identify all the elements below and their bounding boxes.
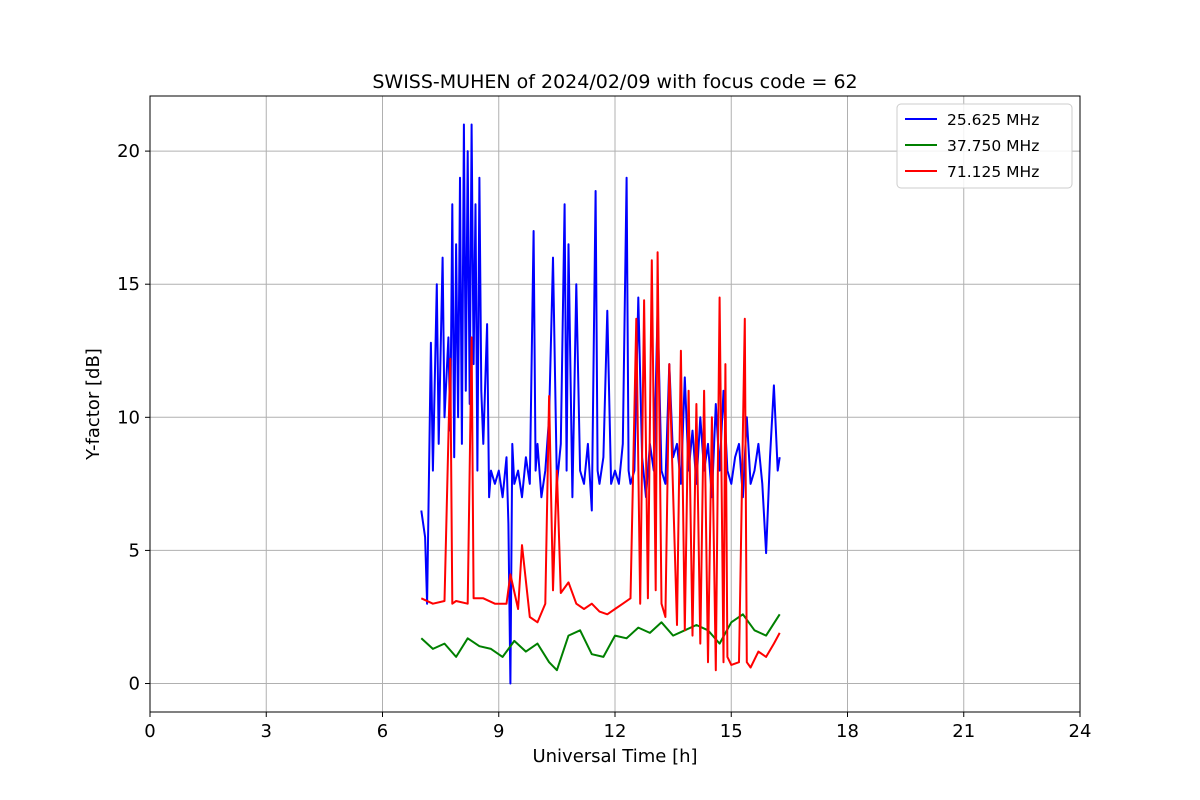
legend-entry: 25.625 MHz: [947, 111, 1039, 129]
series-line-1: [420, 123, 781, 685]
legend-entry: 71.125 MHz: [947, 163, 1039, 181]
x-tick-label: 21: [952, 721, 975, 742]
series-line-2: [420, 613, 781, 672]
legend: 25.625 MHz 37.750 MHz 71.125 MHz: [896, 103, 1073, 189]
x-tick-label: 0: [144, 721, 155, 742]
series-line-3: [420, 251, 781, 672]
y-tick-label: 5: [129, 540, 140, 561]
x-tick-label: 12: [604, 721, 627, 742]
x-tick-label: 18: [836, 721, 859, 742]
x-tick-label: 24: [1069, 721, 1092, 742]
x-tick-label: 3: [261, 721, 272, 742]
chart-title: SWISS-MUHEN of 2024/02/09 with focus cod…: [372, 71, 857, 93]
x-axis-label: Universal Time [h]: [532, 746, 697, 767]
x-tick-label: 9: [493, 721, 504, 742]
series-group: [420, 123, 781, 685]
y-tick-label: 10: [117, 407, 140, 428]
ticks: 0 3 6 9 12 15 18 21 24 0 5 10 15 20: [117, 141, 1091, 742]
legend-box: [896, 103, 1073, 189]
y-tick-label: 0: [129, 674, 140, 695]
y-axis-label: Y-factor [dB]: [83, 348, 104, 461]
x-tick-label: 6: [377, 721, 388, 742]
y-tick-label: 20: [117, 141, 140, 162]
x-tick-label: 15: [720, 721, 743, 742]
y-tick-label: 15: [117, 274, 140, 295]
legend-entry: 37.750 MHz: [947, 137, 1039, 155]
